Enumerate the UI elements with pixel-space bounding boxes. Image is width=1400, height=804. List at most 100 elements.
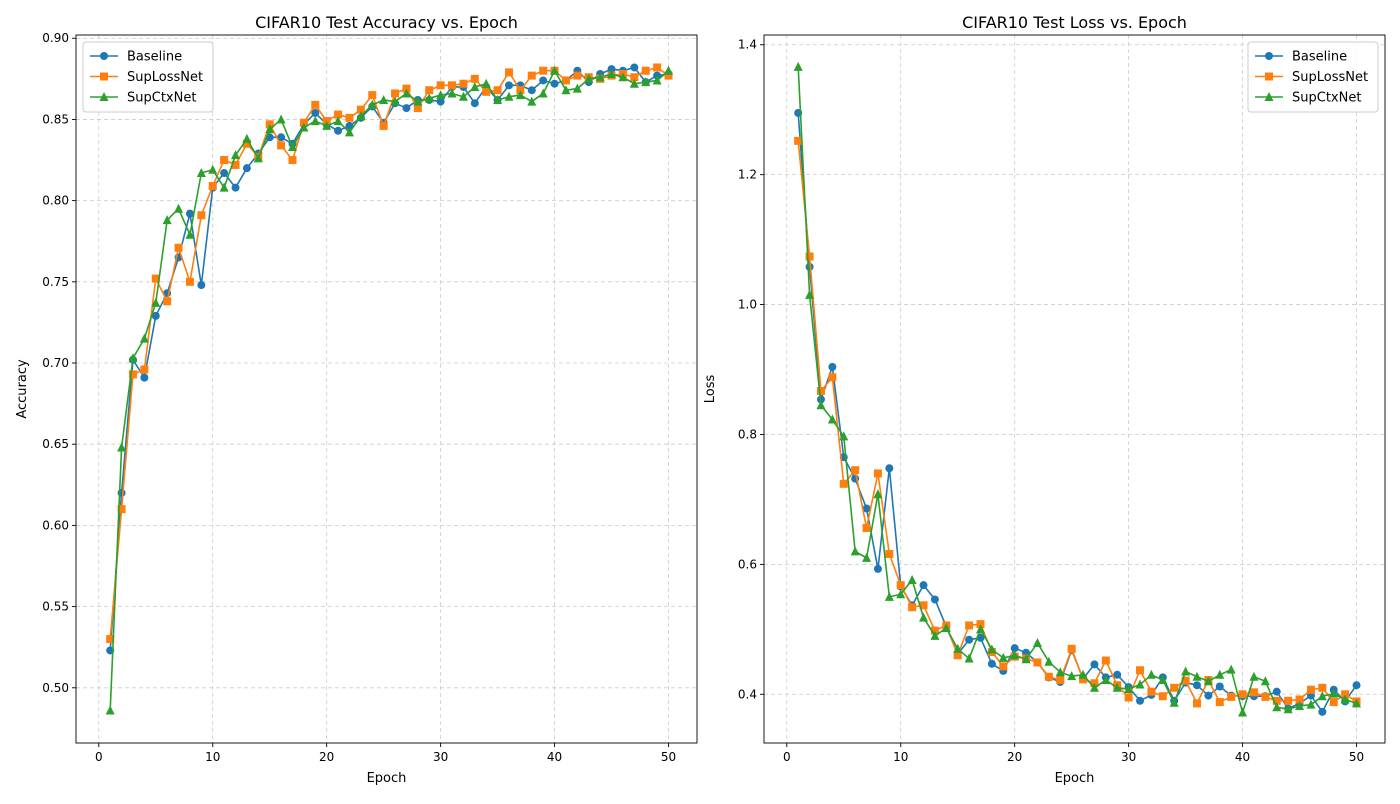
data-point <box>287 142 297 152</box>
data-point <box>220 169 229 178</box>
legend: Baseline SupLossNet SupCtxNet <box>82 41 214 113</box>
data-point <box>527 86 536 95</box>
data-point <box>527 71 536 80</box>
data-point <box>930 626 939 635</box>
data-point <box>1079 675 1088 684</box>
y-tick-label: 0.8 <box>738 427 757 441</box>
data-point <box>1306 699 1316 709</box>
legend-marker <box>100 72 108 81</box>
data-point <box>1341 690 1350 699</box>
data-point <box>356 105 365 114</box>
data-point <box>595 72 605 82</box>
data-point <box>1283 704 1293 714</box>
data-point <box>367 99 377 109</box>
data-point <box>197 281 206 290</box>
data-point <box>231 160 240 169</box>
data-point <box>561 76 570 85</box>
data-point <box>1306 685 1315 694</box>
data-point <box>1044 672 1053 681</box>
data-point <box>965 621 974 630</box>
data-point <box>1044 656 1054 666</box>
data-point <box>1238 707 1248 717</box>
data-point <box>265 124 275 134</box>
data-point <box>151 274 160 283</box>
data-point <box>816 400 826 410</box>
data-point <box>117 505 126 514</box>
series-line <box>797 112 1358 713</box>
data-point <box>459 79 468 88</box>
chart-title: CIFAR10 Test Accuracy vs. Epoch <box>255 13 518 32</box>
data-point <box>805 289 815 299</box>
data-point <box>1192 681 1201 690</box>
series-suplossnet <box>794 136 1361 708</box>
data-point <box>504 91 514 101</box>
data-point <box>527 96 537 106</box>
data-point <box>1147 687 1156 696</box>
data-point <box>1215 698 1224 707</box>
data-point <box>1113 670 1122 679</box>
data-point <box>1124 693 1133 702</box>
series-baseline <box>106 63 673 655</box>
data-point <box>827 414 837 424</box>
data-point <box>629 78 639 88</box>
plot-area-frame <box>763 34 1386 744</box>
x-tick-label: 30 <box>433 750 448 764</box>
data-point <box>493 86 502 95</box>
data-point <box>242 133 252 143</box>
data-point <box>310 116 320 126</box>
data-point <box>884 591 894 601</box>
y-axis-label: Loss <box>703 375 718 404</box>
data-point <box>128 353 138 363</box>
series-baseline <box>794 108 1361 716</box>
data-point <box>1170 683 1179 692</box>
y-axis-label: Accuracy <box>15 359 30 419</box>
data-point <box>515 90 525 100</box>
data-point <box>539 76 548 85</box>
data-point <box>998 652 1008 662</box>
data-point <box>1010 644 1019 653</box>
data-point <box>1227 692 1236 701</box>
data-point <box>1340 694 1350 704</box>
data-point <box>1090 660 1099 669</box>
x-tick-label: 0 <box>783 750 791 764</box>
data-point <box>448 81 457 90</box>
y-tick-label: 0.4 <box>738 687 757 701</box>
data-point <box>1295 700 1305 710</box>
data-point <box>907 574 917 584</box>
data-point <box>334 110 343 119</box>
data-point <box>447 88 457 98</box>
data-point <box>1112 682 1122 692</box>
data-point <box>953 651 962 660</box>
data-point <box>965 635 974 644</box>
plot-area-frame <box>75 34 698 744</box>
legend-marker <box>100 52 108 60</box>
data-point <box>862 504 871 513</box>
data-point <box>276 114 286 124</box>
data-point <box>1181 666 1191 676</box>
data-point <box>1260 676 1270 686</box>
series-line <box>797 66 1357 714</box>
data-point <box>288 156 297 165</box>
y-tick-label: 1.2 <box>738 168 757 182</box>
data-point <box>975 624 985 634</box>
data-point <box>1272 696 1281 705</box>
grid <box>764 35 1385 743</box>
data-point <box>185 277 194 286</box>
data-point <box>139 333 149 343</box>
data-point <box>333 116 343 126</box>
y-tick-label: 0.50 <box>42 681 69 695</box>
data-point <box>850 546 860 556</box>
data-point <box>277 141 286 150</box>
data-point <box>299 122 309 132</box>
data-point <box>1272 702 1282 712</box>
data-point <box>345 113 354 122</box>
data-point <box>805 252 814 261</box>
data-point <box>1158 674 1168 684</box>
data-point <box>402 104 411 113</box>
data-point <box>174 243 183 252</box>
data-point <box>794 136 803 145</box>
data-point <box>618 72 628 82</box>
series-line <box>109 66 669 640</box>
series-line <box>109 69 670 711</box>
